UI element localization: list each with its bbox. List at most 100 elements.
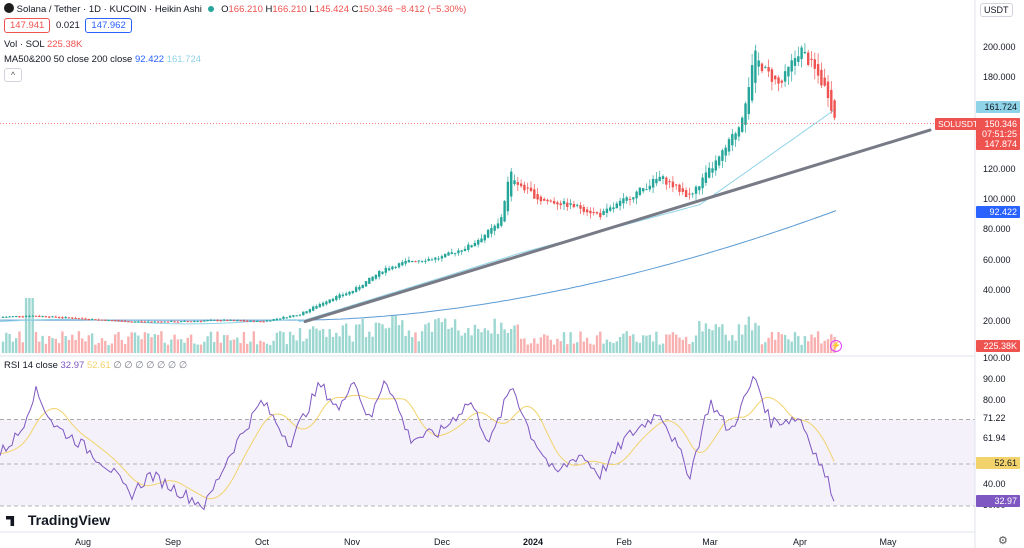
candle-body	[308, 309, 312, 313]
volume-bar	[625, 331, 628, 353]
settings-icon[interactable]: ⚙	[998, 535, 1008, 547]
candle-body	[440, 256, 444, 259]
lightning-icon[interactable]: ⚡	[830, 340, 842, 352]
volume-bar	[539, 337, 543, 353]
interval[interactable]: 1D	[88, 4, 101, 15]
volume-legend[interactable]: Vol · SOL 225.38K	[4, 39, 82, 50]
volume-bar	[239, 343, 242, 353]
candle-body	[780, 80, 783, 83]
candle-body	[331, 298, 335, 302]
candle-body	[94, 319, 97, 321]
volume-bar	[694, 335, 698, 353]
separator: ·	[149, 4, 153, 15]
sell-button[interactable]: 147.941	[4, 18, 51, 33]
candle-body	[114, 320, 117, 322]
candle-body	[38, 315, 41, 317]
volume-bar	[414, 332, 417, 353]
candle-body	[592, 212, 595, 214]
candle-body	[526, 187, 529, 189]
volume-bar	[572, 343, 576, 353]
candle-body	[737, 127, 741, 137]
candle-body	[645, 189, 648, 191]
trade-row: 147.941 0.021 147.962	[4, 18, 132, 33]
candle-body	[566, 202, 569, 207]
volume-bar	[147, 333, 150, 353]
candle-body	[401, 262, 404, 266]
candle-body	[783, 71, 787, 82]
candle-body	[727, 139, 731, 152]
candle-body	[285, 317, 288, 319]
volume-bar	[770, 331, 774, 353]
candle-body	[371, 276, 374, 281]
candle-body	[189, 321, 193, 323]
candle-body	[100, 319, 104, 321]
time-tick: Apr	[792, 537, 808, 547]
volume-bar	[424, 324, 427, 353]
high-value: 166.210	[272, 4, 307, 15]
currency-selector[interactable]: USDT	[980, 3, 1013, 17]
volume-bar	[490, 333, 493, 353]
ma-legend[interactable]: MA50&200 50 close 200 close 92.422 161.7…	[4, 54, 201, 65]
time-tick: Nov	[343, 537, 361, 547]
symbol-tag: SOLUSDT	[935, 118, 982, 130]
rsi-legend[interactable]: RSI 14 close 32.97 52.61 ∅ ∅ ∅ ∅ ∅ ∅ ∅	[4, 360, 187, 371]
tradingview-logo[interactable]: TradingView	[6, 512, 110, 528]
candle-body	[500, 217, 503, 226]
candle-body	[41, 316, 44, 318]
volume-bar	[94, 344, 97, 353]
volume-value: 225.38K	[46, 39, 83, 50]
volume-bar	[559, 341, 562, 353]
volume-bar	[470, 335, 473, 353]
volume-bar	[176, 339, 180, 353]
volume-bar	[282, 332, 285, 353]
low-label: L	[309, 4, 315, 15]
volume-bar	[681, 339, 684, 353]
candle-body	[262, 321, 265, 323]
candle-body	[480, 238, 483, 243]
market-status-dot-icon	[208, 6, 215, 12]
candle-body	[582, 206, 585, 212]
volume-bar	[259, 340, 262, 353]
buy-button[interactable]: 147.962	[85, 18, 132, 33]
volume-bar	[107, 344, 110, 353]
volume-bar	[519, 338, 523, 353]
bid-tag: 147.874	[976, 138, 1020, 150]
candle-body	[444, 253, 447, 258]
volume-bar	[371, 336, 374, 353]
volume-bar	[661, 343, 665, 353]
volume-bar	[335, 332, 338, 353]
symbol-name[interactable]: Solana / Tether	[16, 4, 81, 15]
candle-body	[704, 172, 708, 183]
volume-bar	[295, 340, 298, 353]
candle-body	[1, 316, 5, 318]
volume-bar	[199, 344, 203, 353]
candle-body	[24, 315, 28, 317]
volume-bar	[206, 336, 209, 353]
candle-body	[222, 319, 226, 321]
candle-body	[213, 319, 216, 321]
chart-style: Heikin Ashi	[154, 4, 202, 15]
volume-bar	[810, 334, 813, 353]
volume-bar	[701, 331, 704, 353]
volume-bar	[255, 344, 259, 353]
volume-bar	[351, 341, 354, 353]
volume-bar	[67, 339, 71, 353]
candle-body	[420, 260, 424, 262]
candle-body	[67, 317, 71, 319]
price-tick: 40.000	[983, 285, 1011, 296]
candle-body	[483, 234, 486, 241]
volume-bar	[404, 335, 407, 353]
collapse-legend-button[interactable]: ^	[4, 68, 22, 82]
volume-bar	[312, 326, 315, 353]
candle-body	[691, 193, 694, 195]
candle-body	[516, 182, 519, 185]
candle-body	[453, 253, 457, 255]
change-value: −8.412 (−5.30%)	[395, 4, 467, 15]
price-tick: 180.000	[983, 72, 1016, 83]
volume-bar	[797, 336, 800, 353]
rsi-tick: 90.00	[983, 374, 1006, 384]
candle-body	[625, 197, 628, 201]
volume-bar	[651, 341, 655, 353]
volume-bar	[24, 298, 28, 353]
